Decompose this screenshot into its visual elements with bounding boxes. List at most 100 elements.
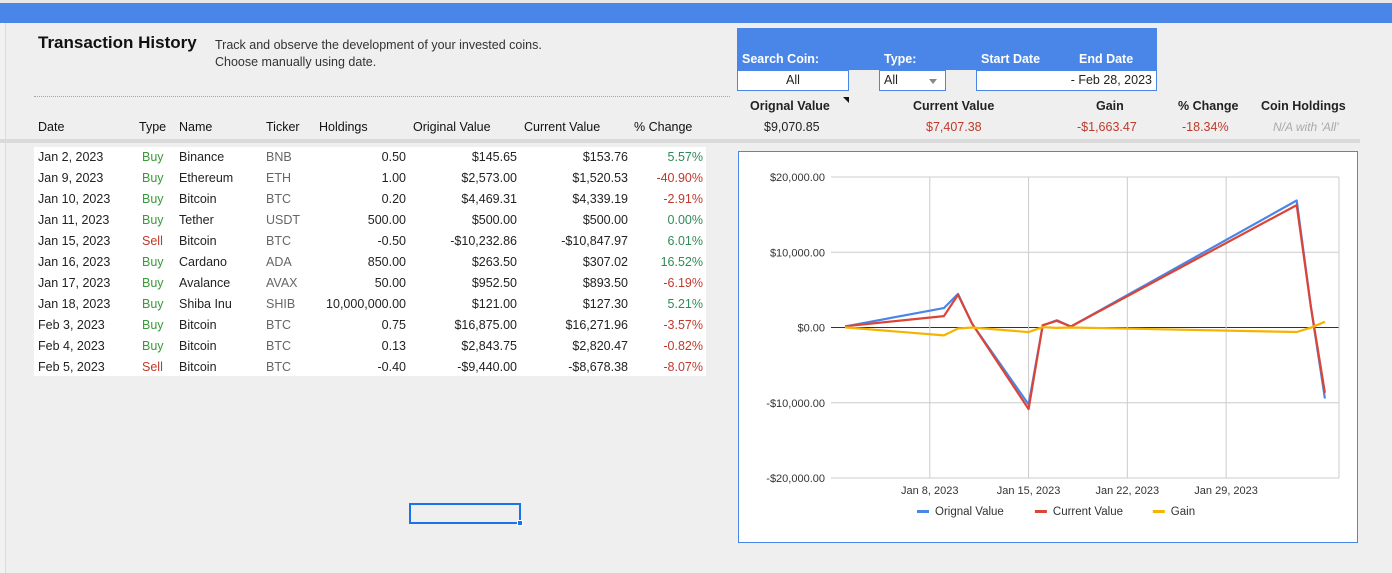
cell-current-value[interactable]: $2,820.47	[572, 339, 628, 353]
cell-type[interactable]: Buy	[142, 318, 164, 332]
cell-holdings[interactable]: 0.75	[381, 318, 406, 332]
cell-date[interactable]: Feb 3, 2023	[38, 318, 105, 332]
col-header-pct-change[interactable]: % Change	[634, 120, 693, 134]
cell-pct-change[interactable]: -0.82%	[663, 339, 703, 353]
cell-type[interactable]: Buy	[142, 171, 164, 185]
cell-ticker[interactable]: BTC	[266, 318, 291, 332]
cell-pct-change[interactable]: -8.07%	[663, 360, 703, 374]
cell-type[interactable]: Buy	[142, 192, 164, 206]
cell-pct-change[interactable]: 0.00%	[667, 213, 703, 227]
cell-name[interactable]: Bitcoin	[179, 339, 217, 353]
cell-ticker[interactable]: BTC	[266, 360, 291, 374]
cell-name[interactable]: Avalance	[179, 276, 231, 290]
cell-current-value[interactable]: $127.30	[582, 297, 628, 311]
fill-handle[interactable]	[517, 520, 523, 526]
cell-holdings[interactable]: 0.13	[381, 339, 406, 353]
cell-ticker[interactable]: BTC	[266, 339, 291, 353]
cell-name[interactable]: Bitcoin	[179, 192, 217, 206]
cell-pct-change[interactable]: 16.52%	[660, 255, 703, 269]
col-header-current-value[interactable]: Current Value	[524, 120, 601, 134]
cell-pct-change[interactable]: -40.90%	[656, 171, 703, 185]
cell-holdings[interactable]: 500.00	[367, 213, 406, 227]
col-header-date[interactable]: Date	[38, 120, 65, 134]
cell-ticker[interactable]: AVAX	[266, 276, 298, 290]
cell-holdings[interactable]: 0.20	[381, 192, 406, 206]
cell-name[interactable]: Binance	[179, 150, 225, 164]
cell-pct-change[interactable]: -3.57%	[663, 318, 703, 332]
cell-ticker[interactable]: BTC	[266, 234, 291, 248]
cell-original-value[interactable]: $121.00	[471, 297, 517, 311]
cell-current-value[interactable]: -$10,847.97	[561, 234, 628, 248]
date-range-input[interactable]: - Feb 28, 2023	[976, 70, 1157, 91]
cell-name[interactable]: Bitcoin	[179, 360, 217, 374]
type-dropdown[interactable]: All	[879, 70, 946, 91]
cell-pct-change[interactable]: 5.21%	[667, 297, 703, 311]
cell-ticker[interactable]: BTC	[266, 192, 291, 206]
cell-date[interactable]: Jan 17, 2023	[38, 276, 111, 290]
cell-type[interactable]: Buy	[142, 297, 164, 311]
cell-holdings[interactable]: -0.40	[377, 360, 407, 374]
cell-date[interactable]: Jan 18, 2023	[38, 297, 111, 311]
cell-date[interactable]: Feb 5, 2023	[38, 360, 105, 374]
cell-date[interactable]: Jan 2, 2023	[38, 150, 104, 164]
cell-current-value[interactable]: $893.50	[582, 276, 628, 290]
cell-original-value[interactable]: -$10,232.86	[450, 234, 517, 248]
chart-container[interactable]: $20,000.00 $10,000.00 $0.00 -$10,000.00 -$20…	[738, 151, 1358, 543]
cell-holdings[interactable]: 1.00	[381, 171, 406, 185]
cell-holdings[interactable]: 10,000,000.00	[326, 297, 406, 311]
col-header-name[interactable]: Name	[179, 120, 213, 134]
col-header-ticker[interactable]: Ticker	[266, 120, 300, 134]
cell-ticker[interactable]: BNB	[266, 150, 292, 164]
cell-name[interactable]: Cardano	[179, 255, 227, 269]
cell-original-value[interactable]: -$9,440.00	[457, 360, 517, 374]
cell-type[interactable]: Sell	[142, 234, 163, 248]
cell-current-value[interactable]: $153.76	[582, 150, 628, 164]
cell-type[interactable]: Buy	[142, 276, 164, 290]
cell-original-value[interactable]: $500.00	[471, 213, 517, 227]
cell-name[interactable]: Shiba Inu	[179, 297, 232, 311]
cell-pct-change[interactable]: -2.91%	[663, 192, 703, 206]
selected-cell[interactable]	[409, 503, 521, 524]
cell-type[interactable]: Buy	[142, 339, 164, 353]
cell-pct-change[interactable]: -6.19%	[663, 276, 703, 290]
search-coin-input[interactable]: All	[737, 70, 849, 91]
cell-name[interactable]: Ethereum	[179, 171, 234, 185]
cell-ticker[interactable]: SHIB	[266, 297, 296, 311]
cell-current-value[interactable]: $307.02	[582, 255, 628, 269]
cell-holdings[interactable]: 0.50	[381, 150, 406, 164]
cell-date[interactable]: Jan 10, 2023	[38, 192, 111, 206]
cell-current-value[interactable]: $1,520.53	[572, 171, 628, 185]
cell-name[interactable]: Bitcoin	[179, 234, 217, 248]
cell-current-value[interactable]: $500.00	[582, 213, 628, 227]
col-header-original-value[interactable]: Original Value	[413, 120, 491, 134]
cell-original-value[interactable]: $263.50	[471, 255, 517, 269]
cell-holdings[interactable]: -0.50	[377, 234, 407, 248]
cell-pct-change[interactable]: 5.57%	[667, 150, 703, 164]
cell-ticker[interactable]: ETH	[266, 171, 291, 185]
cell-type[interactable]: Buy	[142, 255, 164, 269]
cell-name[interactable]: Tether	[179, 213, 214, 227]
cell-ticker[interactable]: ADA	[266, 255, 292, 269]
cell-name[interactable]: Bitcoin	[179, 318, 217, 332]
cell-original-value[interactable]: $145.65	[471, 150, 517, 164]
cell-date[interactable]: Jan 16, 2023	[38, 255, 111, 269]
cell-date[interactable]: Jan 15, 2023	[38, 234, 111, 248]
cell-type[interactable]: Buy	[142, 150, 164, 164]
cell-type[interactable]: Buy	[142, 213, 164, 227]
cell-pct-change[interactable]: 6.01%	[667, 234, 703, 248]
cell-original-value[interactable]: $2,843.75	[461, 339, 517, 353]
cell-current-value[interactable]: $4,339.19	[572, 192, 628, 206]
cell-ticker[interactable]: USDT	[266, 213, 301, 227]
cell-holdings[interactable]: 850.00	[367, 255, 406, 269]
cell-original-value[interactable]: $4,469.31	[461, 192, 517, 206]
cell-date[interactable]: Jan 11, 2023	[38, 213, 110, 227]
cell-current-value[interactable]: $16,271.96	[565, 318, 628, 332]
cell-type[interactable]: Sell	[142, 360, 163, 374]
col-header-type[interactable]: Type	[139, 120, 167, 134]
cell-current-value[interactable]: -$8,678.38	[568, 360, 628, 374]
cell-date[interactable]: Feb 4, 2023	[38, 339, 105, 353]
cell-original-value[interactable]: $952.50	[471, 276, 517, 290]
col-header-holdings[interactable]: Holdings	[319, 120, 368, 134]
cell-holdings[interactable]: 50.00	[374, 276, 406, 290]
cell-date[interactable]: Jan 9, 2023	[38, 171, 104, 185]
